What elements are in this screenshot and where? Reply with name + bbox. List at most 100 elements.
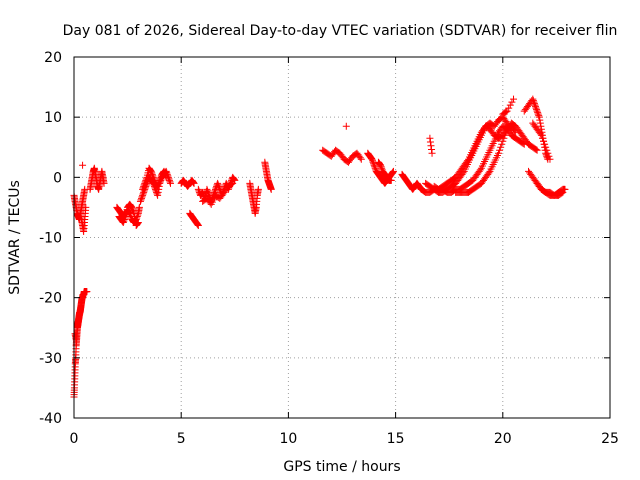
data-point [79, 161, 87, 169]
data-point [154, 181, 162, 189]
data-point [82, 203, 90, 211]
data-point [428, 149, 436, 157]
data-point [139, 184, 147, 192]
y-tick-label: 20 [44, 50, 62, 66]
data-point [150, 175, 158, 183]
data-point [371, 164, 379, 172]
data-point [119, 218, 127, 226]
data-point [154, 191, 162, 199]
data-point [129, 206, 137, 214]
data-point [529, 97, 537, 105]
y-tick-label: 0 [53, 170, 62, 186]
data-point [531, 101, 539, 109]
chart-title: Day 081 of 2026, Sidereal Day-to-day VTE… [63, 23, 618, 39]
x-tick-label: 5 [177, 431, 186, 447]
data-point [476, 166, 484, 174]
data-point [508, 98, 516, 106]
data-point [368, 155, 376, 163]
data-point [160, 167, 168, 175]
data-point [530, 100, 538, 108]
data-point [134, 219, 142, 227]
data-point [134, 218, 142, 226]
data-point [561, 185, 569, 193]
data-point [534, 109, 542, 117]
data-point [426, 134, 434, 142]
x-tick-label: 25 [601, 431, 619, 447]
data-point [189, 178, 197, 186]
data-point [130, 209, 138, 217]
data-point [367, 154, 375, 162]
x-tick-label: 10 [279, 431, 297, 447]
data-point [499, 137, 507, 145]
data-point [140, 187, 148, 195]
data-point [537, 131, 545, 139]
data-point [214, 181, 222, 189]
data-point [531, 103, 539, 111]
data-point [165, 176, 173, 184]
data-point [203, 185, 211, 193]
data-point [428, 146, 436, 154]
data-point [194, 185, 202, 193]
data-point [534, 110, 542, 118]
data-point [541, 140, 549, 148]
data-point [378, 164, 386, 172]
data-point [138, 193, 146, 201]
y-tick-label: -20 [39, 291, 62, 307]
data-point [133, 220, 141, 228]
data-point [194, 221, 202, 229]
data-point [155, 179, 163, 187]
data-point [536, 116, 544, 124]
data-point [126, 211, 134, 219]
data-point [342, 122, 350, 130]
data-point [166, 178, 174, 186]
data-point [230, 176, 238, 184]
data-point [538, 134, 546, 142]
data-point [136, 197, 144, 205]
data-point [502, 108, 510, 116]
data-point [540, 137, 548, 145]
data-point [203, 187, 211, 195]
data-point [369, 157, 377, 165]
data-point [529, 95, 537, 103]
data-point [131, 215, 139, 223]
data-point [162, 173, 170, 181]
data-point [542, 143, 550, 151]
data-point [498, 140, 506, 148]
data-point [146, 166, 154, 174]
data-point [83, 288, 91, 296]
y-axis-label: SDTVAR / TECUs [7, 180, 23, 295]
data-point [153, 190, 161, 198]
data-point [254, 185, 262, 193]
data-point [485, 169, 493, 177]
data-point [228, 180, 236, 188]
x-tick-label: 0 [70, 431, 79, 447]
data-point [140, 182, 148, 190]
data-point [388, 169, 396, 177]
data-point [131, 212, 139, 220]
data-point [215, 182, 223, 190]
data-point [371, 163, 379, 171]
data-point [128, 203, 136, 211]
data-point [495, 149, 503, 157]
data-point [377, 163, 385, 171]
data-point [154, 188, 162, 196]
data-point [120, 215, 128, 223]
data-point [230, 175, 238, 183]
data-point [505, 104, 513, 112]
data-point [546, 155, 554, 163]
data-point [135, 203, 143, 211]
data-point [147, 167, 155, 175]
data-point [214, 179, 222, 187]
data-point [193, 220, 201, 228]
data-point [370, 160, 378, 168]
data-point [427, 142, 435, 150]
data-point [149, 172, 157, 180]
data-point [162, 172, 170, 180]
data-point [533, 106, 541, 114]
data-point [166, 179, 174, 187]
y-tick-label: -40 [39, 411, 62, 427]
data-point [155, 178, 163, 186]
data-point [138, 194, 146, 202]
data-point [535, 113, 543, 121]
